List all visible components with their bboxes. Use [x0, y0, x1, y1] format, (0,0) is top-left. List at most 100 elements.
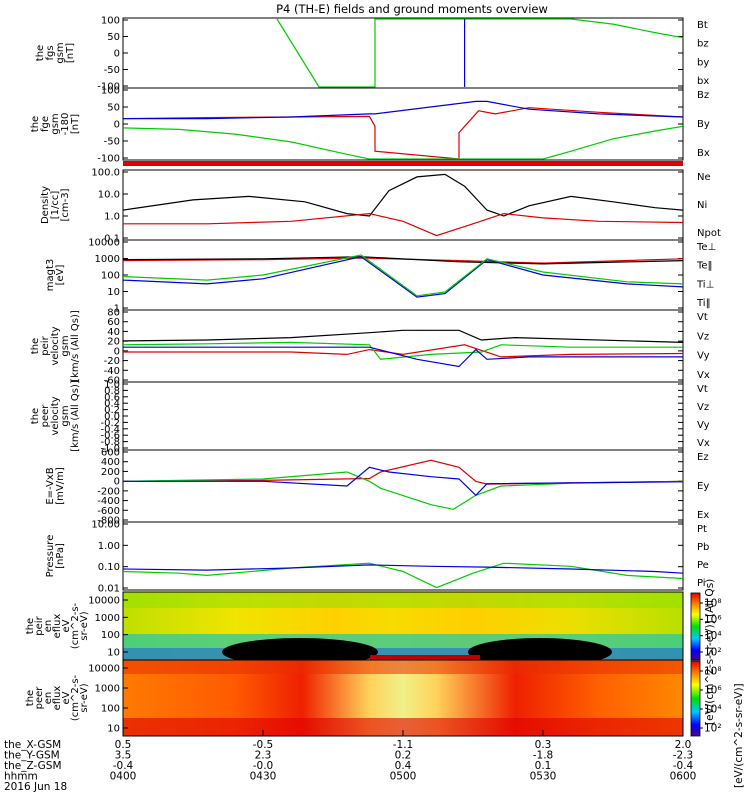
y-axis-label: Density — [40, 186, 51, 224]
x-row-value: 0.4 — [395, 760, 412, 772]
legend-entry: Vt — [697, 312, 708, 323]
series-line — [276, 18, 684, 88]
x-row-label: the_Y-GSM — [4, 750, 60, 762]
y-tick-label: 100.0 — [91, 168, 120, 179]
panel-frame — [122, 169, 684, 241]
series-line — [123, 466, 684, 497]
y-axis-label: [nT] — [70, 114, 81, 134]
y-tick-label: 10 — [107, 648, 120, 659]
y-axis-label: en — [43, 692, 54, 705]
y-tick-label: 10 — [107, 287, 120, 298]
y-axis-label: fge — [40, 116, 51, 132]
y-axis-label: [cm-3] — [60, 188, 71, 221]
y-tick-label: 60 — [107, 317, 120, 328]
legend-entry: Vz — [697, 402, 709, 413]
y-tick-label: -50 — [104, 65, 120, 76]
x-row-value: 2.3 — [255, 750, 272, 762]
y-tick-label: 40 — [107, 327, 120, 338]
y-tick-label: -800 — [97, 516, 120, 527]
y-axis-label: peir — [34, 615, 45, 635]
panel-peer_velocity: 1.00.80.60.40.20.0-0.2-0.4-0.6-0.8-1.0 th… — [30, 380, 710, 455]
y-axis-label: [1/cc] — [50, 191, 61, 220]
x-row-value: -0.4 — [113, 760, 134, 772]
y-axis-label: eV — [61, 691, 72, 704]
y-tick-label: 0 — [114, 49, 120, 60]
y-axis-label: en — [43, 620, 54, 633]
legend-entry: Vz — [697, 331, 709, 342]
x-row-label: the_X-GSM — [4, 739, 61, 751]
y-axis-label: [km/s (All Qs)] — [70, 310, 81, 382]
panel-frame — [122, 449, 684, 523]
y-axis-label: the — [30, 338, 41, 354]
peir-colorbar — [690, 592, 701, 661]
series-line — [122, 562, 684, 589]
y-tick-label: -60 — [104, 376, 120, 387]
x-row-value: 0600 — [670, 771, 697, 783]
y-tick-label: 100 — [101, 271, 120, 282]
y-axis-label: [eV] — [55, 265, 66, 286]
legend-entry: Bx — [697, 148, 710, 159]
series-line — [122, 471, 684, 510]
panel-frame — [122, 87, 684, 161]
y-axis-label: (cm^2-s- — [70, 602, 81, 649]
y-tick-label: 10000 — [88, 238, 120, 249]
y-tick-label: 10.0 — [98, 190, 120, 201]
y-axis-label: the — [25, 618, 36, 634]
y-tick-label: -200 — [97, 486, 120, 497]
panel-pressure: 10.00 1.00 0.10 0.01 Pressure [nPa] Pt Pb Pe Pi — [45, 520, 709, 595]
y-tick-label: -100 — [97, 154, 120, 165]
panel-fgs: 100 50 0 -50 -100 the fgs gsm [nT] Bt bz by bx — [35, 16, 709, 93]
panel-density: 100.0 10.0 1.0 0.1 Density [1/cc] [cm-3] Ne Ni Np… — [40, 168, 721, 245]
x-row-value: 0400 — [110, 771, 137, 783]
y-tick-label: 1.0 — [104, 380, 120, 391]
y-axis-label: magt3 — [45, 259, 56, 292]
legend-entry: Ne — [697, 172, 711, 183]
series-line — [122, 173, 684, 217]
colorbar-tick-label: 10⁸ — [704, 666, 722, 678]
legend-entry: Bz — [697, 90, 709, 101]
colorbar-tick-label: 10² — [704, 647, 722, 659]
y-axis-label: sr-eV) — [79, 683, 90, 712]
legend-entry: Vx — [697, 370, 710, 381]
y-axis-label: (cm^2-s- — [70, 674, 81, 721]
y-tick-label: 100 — [101, 16, 120, 27]
legend-entry: Vy — [697, 420, 710, 431]
y-tick-label: 0.2 — [104, 405, 120, 416]
y-tick-label: -40 — [104, 366, 120, 377]
y-axis-label: velocity — [50, 396, 61, 435]
colorbar-tick-label: 10² — [704, 723, 722, 735]
y-axis-label: sr-eV) — [79, 611, 90, 640]
y-axis-label: [km/s (All Qs)] — [70, 380, 81, 452]
panel-temperature: 10000 1000 100 10 1 magt3 [eV] Te⊥ Te‖ Ti⊥ Ti‖ — [45, 238, 716, 315]
series-line — [122, 256, 684, 265]
y-tick-label: -600 — [97, 506, 120, 517]
legend-entry: Ti⊥ — [696, 279, 714, 290]
y-tick-label: 50 — [107, 103, 120, 114]
panel-frame — [122, 521, 684, 591]
y-tick-label: 0.10 — [98, 562, 120, 573]
peer-spectrogram-top-band — [123, 660, 683, 674]
colorbar-tick-label: 10⁴ — [704, 630, 722, 642]
y-tick-label: 10.00 — [91, 520, 120, 531]
colorbar-tick-label: 10⁴ — [704, 704, 722, 716]
colorbars: 10⁸ 10⁶ 10⁴ 10² 10⁸ 10⁶ 10⁴ 10² [eV/(cm^2-s-sr-… — [690, 579, 745, 788]
date-label: 2016 Jun 18 — [4, 781, 67, 793]
legend-entry: bx — [697, 76, 709, 87]
colorbar-tick-label: 10⁸ — [704, 598, 722, 610]
y-axis-label: gsm — [60, 335, 71, 356]
peir-spectrogram-bottom-strip — [370, 655, 480, 661]
y-axis-label: E=-VxB — [45, 467, 56, 504]
colorbar-tick-label: 10⁶ — [704, 614, 722, 626]
y-axis-label: fgs — [45, 45, 56, 60]
y-tick-label: 0 — [114, 477, 120, 488]
legend-entry: bz — [697, 39, 709, 50]
y-tick-label: 1000 — [95, 684, 120, 695]
y-axis-label: Pressure — [45, 535, 56, 578]
y-tick-label: -0.2 — [100, 418, 120, 429]
y-tick-label: 20 — [107, 337, 120, 348]
x-row-label: the_Z-GSM — [4, 760, 62, 772]
x-row-value: 0.5 — [115, 739, 132, 751]
